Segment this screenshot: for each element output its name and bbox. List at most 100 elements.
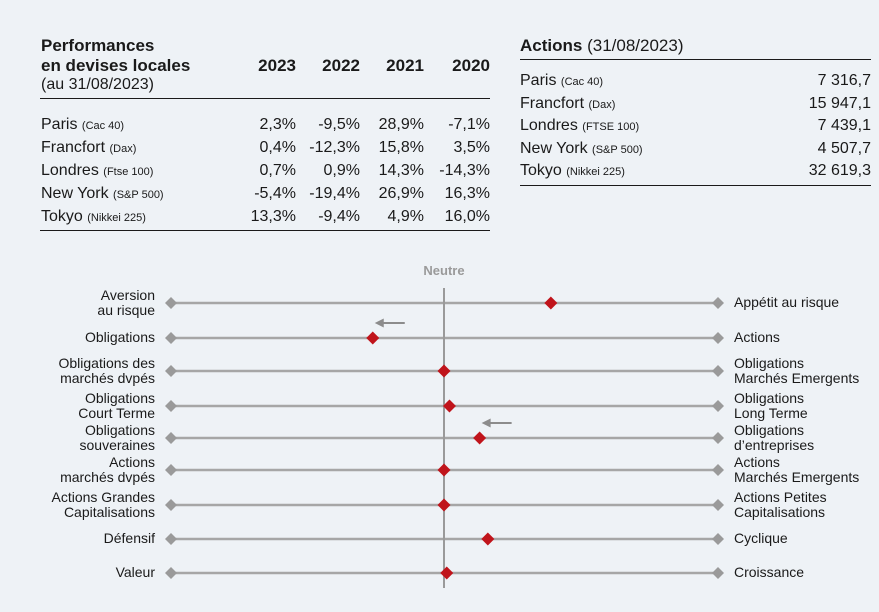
actions-date: (31/08/2023) <box>587 36 684 55</box>
market-name: New York (S&P 500) <box>40 185 232 203</box>
right-label-line: Marchés Emergents <box>734 468 860 485</box>
performance-value: -5,4% <box>254 184 296 202</box>
position-marker <box>544 296 558 310</box>
right-label-line: Actions <box>734 453 780 470</box>
actions-title: Actions <box>520 36 583 55</box>
left-label-line: Court Terme <box>78 404 155 421</box>
performance-value: 13,3% <box>250 207 296 225</box>
scale-end-right <box>712 432 724 444</box>
performance-title-line2: en devises locales <box>41 56 191 75</box>
position-marker <box>437 498 451 512</box>
right-label: Obligations Marchés Emergents <box>734 354 860 386</box>
performance-value: 0,7% <box>259 161 296 179</box>
market-label: Francfort <box>520 94 585 112</box>
right-label-line: Appétit au risque <box>734 294 840 310</box>
performance-table: Performances en devises locales (au 31/0… <box>40 36 490 231</box>
right-label-line: Capitalisations <box>734 503 826 520</box>
change-arrow-head <box>374 318 384 328</box>
index-value: 15 947,1 <box>808 94 871 112</box>
allocation-svg <box>165 288 724 588</box>
market-index: (Nikkei 225) <box>566 166 625 179</box>
right-label-line: Croissance <box>734 564 805 580</box>
left-label-line: Actions Grandes <box>51 488 156 505</box>
left-label: Obligations souveraines <box>80 421 156 453</box>
position-marker <box>440 566 454 580</box>
position-marker <box>473 431 487 445</box>
market-label: Londres <box>520 117 578 135</box>
left-label-line: au risque <box>97 301 155 318</box>
right-label-line: Obligations <box>734 421 805 438</box>
right-label: Obligations Long Terme <box>734 389 808 421</box>
right-label-line: Long Terme <box>734 404 808 421</box>
table-row: New York (S&P 500) -5,4% -19,4% 26,9% 16,3% <box>40 182 490 205</box>
position-marker <box>481 532 495 546</box>
table-row: Tokyo (Nikkei 225) 13,3% -9,4% 4,9% 16,0% <box>40 205 490 228</box>
market-label: Tokyo <box>520 162 562 180</box>
index-value: 7 316,7 <box>817 72 871 90</box>
year-header: 2022 <box>322 56 360 75</box>
right-label: Actions Marchés Emergents <box>734 453 860 485</box>
scale-end-left <box>165 297 177 309</box>
allocation-chart: Neutre Aversion au risque Appétit au risqu… <box>0 258 879 598</box>
performance-value: 15,8% <box>378 138 424 156</box>
actions-header: Actions (31/08/2023) <box>520 36 871 60</box>
market-index: (Cac 40) <box>81 119 125 132</box>
market-index: (Dax) <box>588 98 616 111</box>
right-label: Appétit au risque <box>734 295 839 310</box>
left-label-line: Obligations <box>84 421 155 438</box>
table-row: Paris (Cac 40) 2,3% -9,5% 28,9% -7,1% <box>40 113 490 136</box>
scale-end-right <box>712 365 724 377</box>
right-label-line: Actions Petites <box>734 488 827 505</box>
performance-value: -9,4% <box>318 207 360 225</box>
performance-value: -9,5% <box>318 115 360 133</box>
position-marker <box>437 463 451 477</box>
position-marker <box>366 331 380 345</box>
left-label-line: Valeur <box>115 564 155 580</box>
performance-value: 16,0% <box>444 207 490 225</box>
performance-subtitle: (au 31/08/2023) <box>41 76 154 93</box>
market-index: (Dax) <box>109 142 137 155</box>
performance-rows: Paris (Cac 40) 2,3% -9,5% 28,9% -7,1% Francfo… <box>40 99 490 231</box>
position-marker <box>442 399 456 413</box>
scale-end-right <box>712 533 724 545</box>
market-name: Francfort (Dax) <box>520 95 615 113</box>
right-label-line: d’entreprises <box>734 436 815 453</box>
scale-end-left <box>165 400 177 412</box>
right-label: Cyclique <box>734 531 788 546</box>
market-name: Francfort (Dax) <box>40 139 232 157</box>
table-row: Londres (Ftse 100) 0,7% 0,9% 14,3% -14,3% <box>40 159 490 182</box>
index-value: 32 619,3 <box>808 162 871 180</box>
right-label-line: Cyclique <box>734 530 788 546</box>
index-value: 4 507,7 <box>817 139 871 157</box>
table-row: Londres (FTSE 100) 7 439,1 <box>520 115 871 138</box>
performance-value: 3,5% <box>453 138 490 156</box>
performance-value: -14,3% <box>439 161 490 179</box>
right-label: Actions Petites Capitalisations <box>734 488 827 520</box>
table-row: New York (S&P 500) 4 507,7 <box>520 138 871 161</box>
right-label-line: Obligations <box>734 389 805 406</box>
left-label: Obligations Court Terme <box>78 390 155 421</box>
right-label-line: Obligations <box>734 354 805 371</box>
year-header: 2021 <box>386 56 424 75</box>
scale-end-left <box>165 464 177 476</box>
performance-value: 28,9% <box>378 115 424 133</box>
right-label: Obligations d’entreprises <box>734 421 815 453</box>
table-row: Francfort (Dax) 15 947,1 <box>520 93 871 116</box>
market-name: Londres (Ftse 100) <box>40 162 232 180</box>
actions-rows: Paris (Cac 40) 7 316,7 Francfort (Dax) 15 9… <box>520 60 871 186</box>
left-label-line: Aversion <box>100 286 155 303</box>
market-index: (Ftse 100) <box>103 165 154 178</box>
market-index: (S&P 500) <box>592 143 643 156</box>
performance-value: 2,3% <box>259 115 296 133</box>
left-label-line: Actions <box>109 453 155 470</box>
table-row: Paris (Cac 40) 7 316,7 <box>520 70 871 93</box>
scale-end-right <box>712 297 724 309</box>
right-label-line: Marchés Emergents <box>734 369 860 386</box>
market-label: Francfort <box>41 138 106 156</box>
neutral-label: Neutre <box>423 263 465 278</box>
left-label-line: marchés dvpés <box>60 468 155 485</box>
market-index: (Nikkei 225) <box>87 211 146 224</box>
right-label: Actions <box>734 330 780 345</box>
scale-end-right <box>712 567 724 579</box>
left-label-line: Défensif <box>103 530 155 546</box>
